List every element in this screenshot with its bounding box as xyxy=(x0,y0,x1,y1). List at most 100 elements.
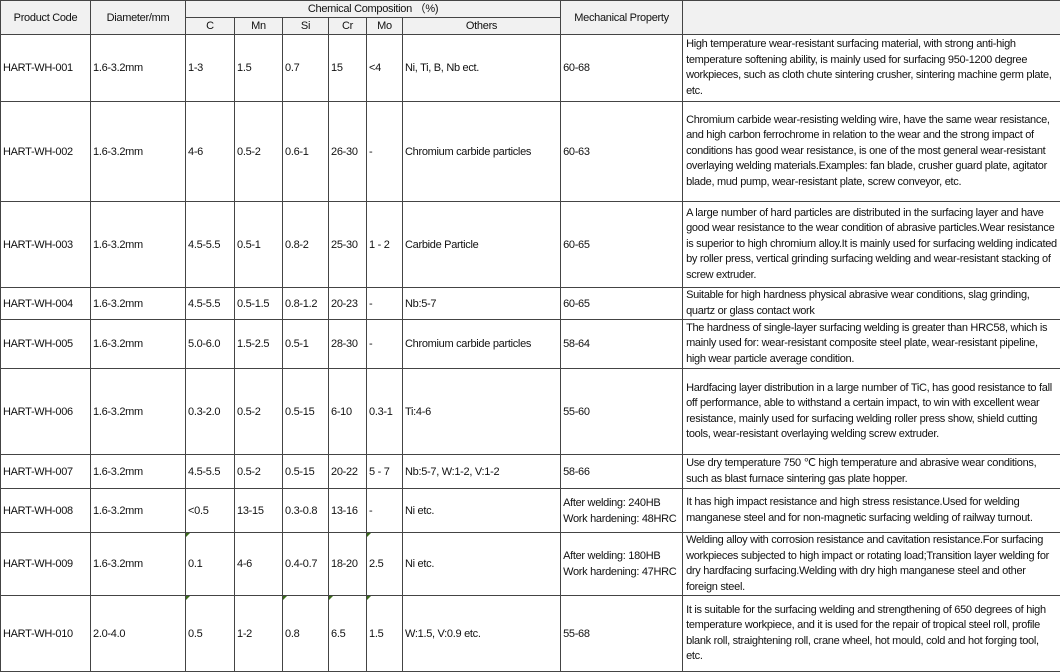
cell-desc: The hardness of single-layer surfacing w… xyxy=(683,320,1060,369)
header-c: C xyxy=(186,18,235,35)
header-si: Si xyxy=(283,18,329,35)
cell-mo: - xyxy=(367,489,403,533)
header-diameter: Diameter/mm xyxy=(91,1,186,35)
cell-c: 5.0-6.0 xyxy=(186,320,235,369)
header-mo: Mo xyxy=(367,18,403,35)
header-description xyxy=(683,1,1060,35)
cell-diameter: 1.6-3.2mm xyxy=(91,288,186,320)
cell-mo: - xyxy=(367,320,403,369)
cell-si: 0.8 xyxy=(283,596,329,672)
cell-c: 0.1 xyxy=(186,533,235,596)
cell-mech: 60-63 xyxy=(561,102,683,202)
cell-desc: Welding alloy with corrosion resistance … xyxy=(683,533,1060,596)
cell-c: 0.3-2.0 xyxy=(186,369,235,455)
cell-code: HART-WH-006 xyxy=(1,369,91,455)
cell-diameter: 1.6-3.2mm xyxy=(91,320,186,369)
cell-diameter: 1.6-3.2mm xyxy=(91,102,186,202)
cell-si: 0.5-15 xyxy=(283,369,329,455)
cell-diameter: 1.6-3.2mm xyxy=(91,202,186,288)
cell-others: W:1.5, V:0.9 etc. xyxy=(403,596,561,672)
cell-desc: Hardfacing layer distribution in a large… xyxy=(683,369,1060,455)
cell-mech: 58-64 xyxy=(561,320,683,369)
header-mn: Mn xyxy=(235,18,283,35)
cell-cr: 6-10 xyxy=(329,369,367,455)
cell-desc: It has high impact resistance and high s… xyxy=(683,489,1060,533)
cell-mn: 13-15 xyxy=(235,489,283,533)
cell-diameter: 1.6-3.2mm xyxy=(91,35,186,102)
cell-mech: 55-60 xyxy=(561,369,683,455)
cell-desc: Chromium carbide wear-resisting welding … xyxy=(683,102,1060,202)
cell-mn: 4-6 xyxy=(235,533,283,596)
cell-mech: 60-65 xyxy=(561,202,683,288)
cell-c: <0.5 xyxy=(186,489,235,533)
header-mechanical-property: Mechanical Property xyxy=(561,1,683,35)
cell-mo: <4 xyxy=(367,35,403,102)
cell-code: HART-WH-003 xyxy=(1,202,91,288)
cell-mo: 1 - 2 xyxy=(367,202,403,288)
cell-others: Ni, Ti, B, Nb ect. xyxy=(403,35,561,102)
cell-others: Chromium carbide particles xyxy=(403,320,561,369)
cell-mech: 60-65 xyxy=(561,288,683,320)
cell-mech: 60-68 xyxy=(561,35,683,102)
cell-mo: 0.3-1 xyxy=(367,369,403,455)
cell-mo: 2.5 xyxy=(367,533,403,596)
cell-cr: 28-30 xyxy=(329,320,367,369)
cell-c: 4.5-5.5 xyxy=(186,455,235,489)
cell-mo: 5 - 7 xyxy=(367,455,403,489)
cell-code: HART-WH-005 xyxy=(1,320,91,369)
cell-si: 0.5-15 xyxy=(283,455,329,489)
cell-desc: Suitable for high hardness physical abra… xyxy=(683,288,1060,320)
cell-code: HART-WH-002 xyxy=(1,102,91,202)
cell-others: Nb:5-7 xyxy=(403,288,561,320)
cell-si: 0.8-2 xyxy=(283,202,329,288)
cell-others: Ti:4-6 xyxy=(403,369,561,455)
cell-si: 0.5-1 xyxy=(283,320,329,369)
cell-c: 4.5-5.5 xyxy=(186,288,235,320)
cell-others: Carbide Particle xyxy=(403,202,561,288)
cell-si: 0.6-1 xyxy=(283,102,329,202)
cell-si: 0.4-0.7 xyxy=(283,533,329,596)
cell-code: HART-WH-009 xyxy=(1,533,91,596)
cell-diameter: 1.6-3.2mm xyxy=(91,533,186,596)
cell-cr: 20-23 xyxy=(329,288,367,320)
cell-diameter: 2.0-4.0 xyxy=(91,596,186,672)
header-cr: Cr xyxy=(329,18,367,35)
cell-mech: 55-68 xyxy=(561,596,683,672)
cell-others: Chromium carbide particles xyxy=(403,102,561,202)
cell-c: 0.5 xyxy=(186,596,235,672)
cell-others: Nb:5-7, W:1-2, V:1-2 xyxy=(403,455,561,489)
cell-c: 1-3 xyxy=(186,35,235,102)
cell-cr: 26-30 xyxy=(329,102,367,202)
cell-mn: 0.5-2 xyxy=(235,455,283,489)
cell-mn: 1.5-2.5 xyxy=(235,320,283,369)
header-others: Others xyxy=(403,18,561,35)
cell-code: HART-WH-004 xyxy=(1,288,91,320)
cell-c: 4.5-5.5 xyxy=(186,202,235,288)
cell-si: 0.7 xyxy=(283,35,329,102)
cell-mech: After welding: 240HB Work hardening: 48H… xyxy=(561,489,683,533)
cell-si: 0.8-1.2 xyxy=(283,288,329,320)
cell-others: Ni etc. xyxy=(403,533,561,596)
cell-desc: It is suitable for the surfacing welding… xyxy=(683,596,1060,672)
cell-mn: 0.5-2 xyxy=(235,369,283,455)
cell-diameter: 1.6-3.2mm xyxy=(91,369,186,455)
header-chemical-composition: Chemical Composition （%) xyxy=(186,1,561,18)
cell-c: 4-6 xyxy=(186,102,235,202)
cell-mo: - xyxy=(367,102,403,202)
cell-cr: 20-22 xyxy=(329,455,367,489)
cell-desc: High temperature wear-resistant surfacin… xyxy=(683,35,1060,102)
cell-mech: After welding: 180HB Work hardening: 47H… xyxy=(561,533,683,596)
header-product-code: Product Code xyxy=(1,1,91,35)
cell-code: HART-WH-008 xyxy=(1,489,91,533)
cell-mo: - xyxy=(367,288,403,320)
cell-cr: 6.5 xyxy=(329,596,367,672)
cell-mn: 1.5 xyxy=(235,35,283,102)
cell-code: HART-WH-010 xyxy=(1,596,91,672)
